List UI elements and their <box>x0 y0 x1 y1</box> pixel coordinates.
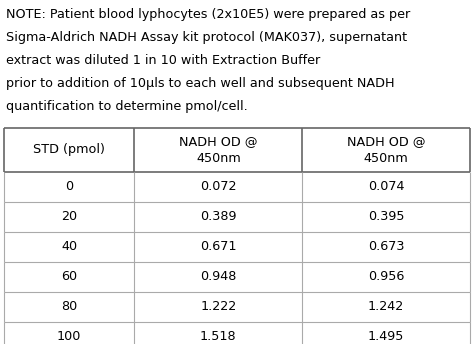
Text: 0.389: 0.389 <box>200 211 237 224</box>
Text: 100: 100 <box>57 331 82 344</box>
Text: 1.495: 1.495 <box>368 331 404 344</box>
Text: 1.222: 1.222 <box>200 301 237 313</box>
Text: 0.673: 0.673 <box>368 240 404 254</box>
Text: 0: 0 <box>65 181 73 193</box>
Text: Sigma-Aldrich NADH Assay kit protocol (MAK037), supernatant: Sigma-Aldrich NADH Assay kit protocol (M… <box>6 31 407 44</box>
Text: 40: 40 <box>61 240 77 254</box>
Text: 0.395: 0.395 <box>368 211 404 224</box>
Text: quantification to determine pmol/cell.: quantification to determine pmol/cell. <box>6 100 248 113</box>
Text: NADH OD @
450nm: NADH OD @ 450nm <box>179 136 257 164</box>
Text: 20: 20 <box>61 211 77 224</box>
Text: 0.074: 0.074 <box>368 181 404 193</box>
Text: NOTE: Patient blood lyphocytes (2x10E5) were prepared as per: NOTE: Patient blood lyphocytes (2x10E5) … <box>6 8 410 21</box>
Text: 0.671: 0.671 <box>200 240 237 254</box>
Text: 0.948: 0.948 <box>200 270 237 283</box>
Text: 60: 60 <box>61 270 77 283</box>
Text: STD (pmol): STD (pmol) <box>33 143 105 157</box>
Text: prior to addition of 10μls to each well and subsequent NADH: prior to addition of 10μls to each well … <box>6 77 395 90</box>
Text: 0.956: 0.956 <box>368 270 404 283</box>
Text: 1.242: 1.242 <box>368 301 404 313</box>
Text: NADH OD @
450nm: NADH OD @ 450nm <box>347 136 425 164</box>
Text: 0.072: 0.072 <box>200 181 237 193</box>
Text: 80: 80 <box>61 301 77 313</box>
Text: 1.518: 1.518 <box>200 331 237 344</box>
Text: extract was diluted 1 in 10 with Extraction Buffer: extract was diluted 1 in 10 with Extract… <box>6 54 320 67</box>
